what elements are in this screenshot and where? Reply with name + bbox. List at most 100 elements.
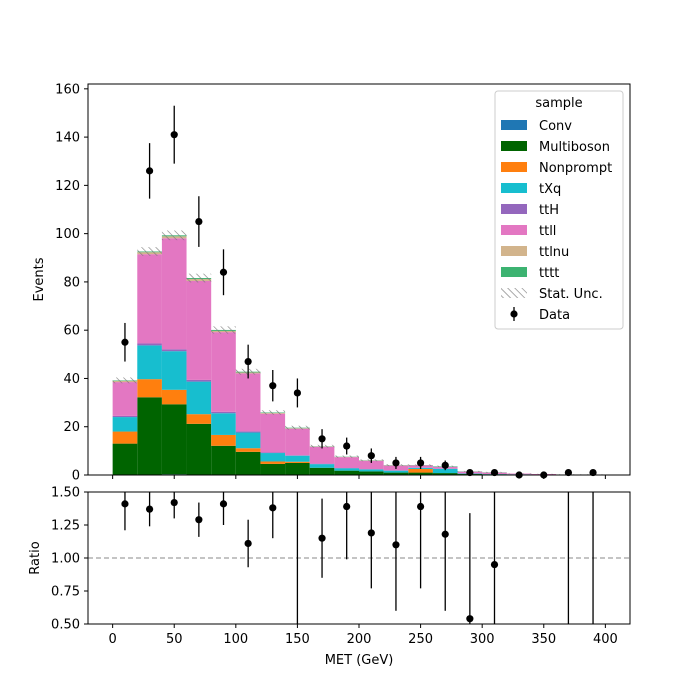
bar-ttll-2 (161, 238, 187, 350)
main-y-tick-label-7: 140 (55, 131, 80, 146)
ratio-plot-frame (87, 491, 631, 625)
bar-txq-8 (309, 464, 335, 468)
bar-txq-10 (359, 469, 384, 472)
stat-unc-band-2 (161, 230, 187, 241)
legend-swatch-ttlnu (501, 246, 527, 256)
legend-swatch-ttll (501, 225, 527, 235)
legend-label-tth: ttH (539, 203, 559, 218)
legend-swatch-conv (501, 120, 527, 130)
x-tick-label-2: 100 (223, 632, 248, 647)
bar-txq-1 (137, 345, 162, 380)
x-tick-label-4: 200 (347, 632, 372, 647)
data-point-15 (490, 468, 499, 477)
bar-multiboson-4 (211, 445, 236, 475)
ratio-point-0 (121, 500, 129, 508)
data-point-1 (145, 167, 154, 175)
legend-swatch-stat-unc- (501, 288, 527, 298)
stat-unc-band-4 (211, 326, 236, 334)
bar-multiboson-6 (260, 463, 286, 475)
bar-ttll-1 (137, 254, 162, 344)
legend-swatch-multiboson (501, 141, 527, 151)
legend-swatch-txq (501, 183, 527, 193)
main-y-tick-label-4: 80 (63, 275, 80, 290)
bar-tth-1 (137, 343, 162, 346)
bar-multiboson-3 (186, 423, 212, 475)
legend-swatch-nonprompt (501, 162, 527, 172)
bar-ttll-10 (359, 460, 384, 470)
ratio-y-tick-label-3: 1.25 (51, 519, 80, 534)
bar-ttll-8 (309, 446, 335, 464)
legend-title: sample (535, 96, 582, 111)
legend-label-nonprompt: Nonprompt (539, 161, 612, 176)
bar-multiboson-1 (137, 397, 162, 475)
bar-nonprompt-2 (161, 389, 187, 405)
legend-label-stat-unc-: Stat. Unc. (539, 287, 603, 302)
main-y-ticks: 0 20 40 60 80 100 120 140 160 (55, 82, 88, 484)
ratio-y-tick-label-0: 0.50 (51, 618, 80, 633)
bar-nonprompt-1 (137, 379, 162, 398)
bar-ttll-0 (112, 382, 138, 416)
ratio-point-3 (195, 516, 203, 524)
data-point-3 (195, 217, 203, 226)
data-point-0 (121, 338, 129, 346)
ratio-point-2 (170, 498, 178, 507)
x-tick-label-6: 300 (470, 632, 495, 647)
bar-multiboson-0 (112, 443, 138, 475)
bar-ttll-9 (334, 457, 359, 469)
bar-ttll-3 (186, 280, 212, 380)
ratio-points (121, 492, 594, 624)
bar-txq-6 (260, 453, 286, 462)
x-tick-label-1: 50 (166, 632, 183, 647)
legend-label-txq: tXq (539, 182, 561, 197)
bar-txq-5 (235, 432, 261, 449)
ratio-y-ticks: 0.50 0.75 1.00 1.25 1.50 (51, 486, 88, 633)
ratio-point-10 (367, 529, 375, 537)
bar-multiboson-5 (235, 451, 261, 475)
ratio-point-15 (490, 561, 499, 569)
data-point-7 (293, 389, 302, 397)
bar-ttll-6 (260, 413, 286, 453)
ratio-point-6 (269, 504, 277, 512)
main-y-tick-label-5: 100 (55, 227, 80, 242)
data-point-12 (416, 459, 425, 467)
x-tick-label-3: 150 (285, 632, 310, 647)
bar-tth-0 (112, 415, 138, 418)
bar-txq-13 (432, 468, 458, 474)
x-tick-label-0: 0 (108, 632, 116, 647)
stat-unc-band-7 (285, 425, 310, 430)
bar-multiboson-2 (161, 404, 187, 475)
main-plot-panel: 0 20 40 60 80 100 120 140 160 Events (32, 82, 631, 484)
legend-swatch-data (510, 310, 518, 318)
data-point-10 (367, 452, 375, 460)
bar-nonprompt-7 (285, 461, 310, 463)
ratio-point-14 (466, 615, 474, 623)
bar-nonprompt-6 (260, 461, 286, 464)
main-y-tick-label-0: 0 (72, 469, 80, 484)
bar-txq-4 (211, 413, 236, 435)
legend-label-ttll: ttll (539, 224, 556, 239)
bar-tth-2 (161, 349, 187, 352)
data-point-14 (466, 468, 474, 477)
bar-tth-6 (260, 452, 286, 454)
x-tick-label-7: 350 (531, 632, 556, 647)
ratio-point-13 (441, 530, 449, 538)
legend-swatch-tth (501, 204, 527, 214)
bar-nonprompt-12 (408, 468, 433, 473)
bar-txq-11 (383, 470, 409, 473)
bar-tth-3 (186, 379, 212, 382)
bar-multiboson-12 (408, 472, 433, 475)
data-point-19 (589, 468, 597, 477)
ratio-y-tick-label-2: 1.00 (51, 552, 80, 567)
ratio-point-8 (318, 534, 326, 542)
main-y-tick-label-3: 60 (63, 324, 80, 339)
legend-swatch-tttt (501, 267, 527, 277)
stat-unc-band-0 (112, 377, 138, 384)
bar-nonprompt-5 (235, 448, 261, 452)
stat-unc-band-1 (137, 247, 162, 256)
legend-label-multiboson: Multiboson (539, 140, 610, 155)
legend-label-ttlnu: ttlnu (539, 245, 569, 260)
data-point-11 (392, 459, 400, 467)
ratio-point-12 (416, 502, 425, 511)
ratio-y-tick-label-4: 1.50 (51, 486, 80, 501)
bar-ttll-7 (285, 428, 310, 456)
